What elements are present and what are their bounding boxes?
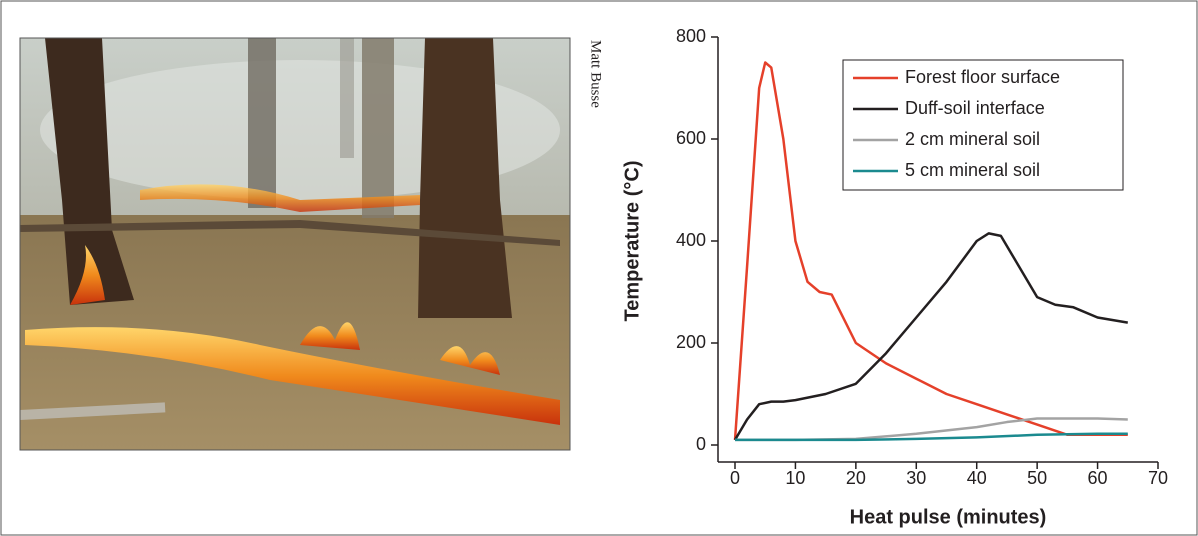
photo-credit: Matt Busse bbox=[588, 40, 604, 108]
legend-label: 5 cm mineral soil bbox=[905, 160, 1040, 180]
legend-label: Duff-soil interface bbox=[905, 98, 1045, 118]
x-tick-label: 0 bbox=[730, 468, 740, 488]
y-tick-label: 600 bbox=[676, 128, 706, 148]
x-tick-label: 30 bbox=[906, 468, 926, 488]
x-tick-label: 40 bbox=[967, 468, 987, 488]
photo bbox=[19, 37, 571, 451]
data-line bbox=[733, 232, 1128, 441]
legend-label: Forest floor surface bbox=[905, 67, 1060, 87]
y-axis-label: Temperature (°C) bbox=[621, 161, 643, 322]
legend-label: 2 cm mineral soil bbox=[905, 129, 1040, 149]
x-tick-label: 60 bbox=[1088, 468, 1108, 488]
y-tick-label: 400 bbox=[676, 230, 706, 250]
x-axis-label: Heat pulse (minutes) bbox=[850, 506, 1047, 528]
y-tick-label: 0 bbox=[696, 434, 706, 454]
data-line bbox=[735, 432, 1128, 442]
y-tick-label: 200 bbox=[676, 332, 706, 352]
x-tick-label: 50 bbox=[1027, 468, 1047, 488]
y-tick-label: 800 bbox=[676, 26, 706, 46]
legend-box bbox=[842, 59, 1124, 191]
x-tick-label: 10 bbox=[785, 468, 805, 488]
line-chart: 0 200 400 600 800 0 10 20 30 40 50 60 70 Heat pulse (… bbox=[621, 26, 1168, 529]
x-tick-label: 70 bbox=[1148, 468, 1168, 488]
x-tick-label: 20 bbox=[846, 468, 866, 488]
data-line bbox=[733, 61, 1128, 440]
